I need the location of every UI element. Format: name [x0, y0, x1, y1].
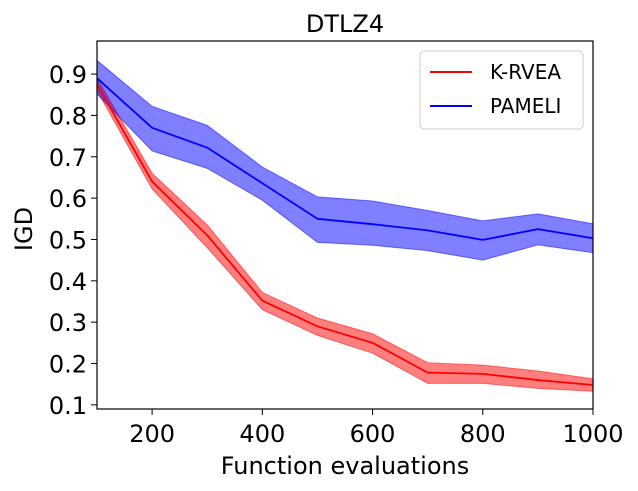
legend-label-pameli: PAMELI: [490, 94, 561, 118]
y-tick-label: 0.6: [49, 185, 87, 213]
y-tick-label: 0.8: [49, 102, 87, 130]
plot-area-frame: [96, 40, 594, 410]
legend-label-k-rvea: K-RVEA: [490, 60, 561, 84]
y-tick-label: 0.2: [49, 351, 87, 379]
y-axis-ticks: 0.1 0.2 0.3 0.4 0.5 0.6 0.7 0.8 0.9: [49, 61, 97, 420]
x-axis-ticks: 200 400 600 800 1000: [129, 409, 624, 448]
y-tick-label: 0.9: [49, 61, 87, 89]
x-axis-label: Function evaluations: [221, 452, 469, 480]
y-axis-label: IGD: [10, 207, 38, 251]
y-tick-label: 0.5: [49, 226, 87, 254]
series-lines: [96, 77, 594, 386]
pameli-line: [96, 77, 594, 241]
y-tick-label: 0.3: [49, 309, 87, 337]
y-tick-label: 0.1: [49, 392, 87, 420]
x-tick-label: 800: [460, 420, 506, 448]
legend: K-RVEA PAMELI: [419, 50, 584, 130]
y-tick-label: 0.4: [49, 268, 87, 296]
x-tick-label: 600: [350, 420, 396, 448]
x-tick-label: 1000: [562, 420, 623, 448]
legend-box: [419, 50, 584, 130]
y-tick-label: 0.7: [49, 144, 87, 172]
k-rvea-line: [96, 83, 594, 386]
x-tick-label: 400: [239, 420, 285, 448]
x-tick-label: 200: [129, 420, 175, 448]
chart-title: DTLZ4: [306, 10, 384, 38]
